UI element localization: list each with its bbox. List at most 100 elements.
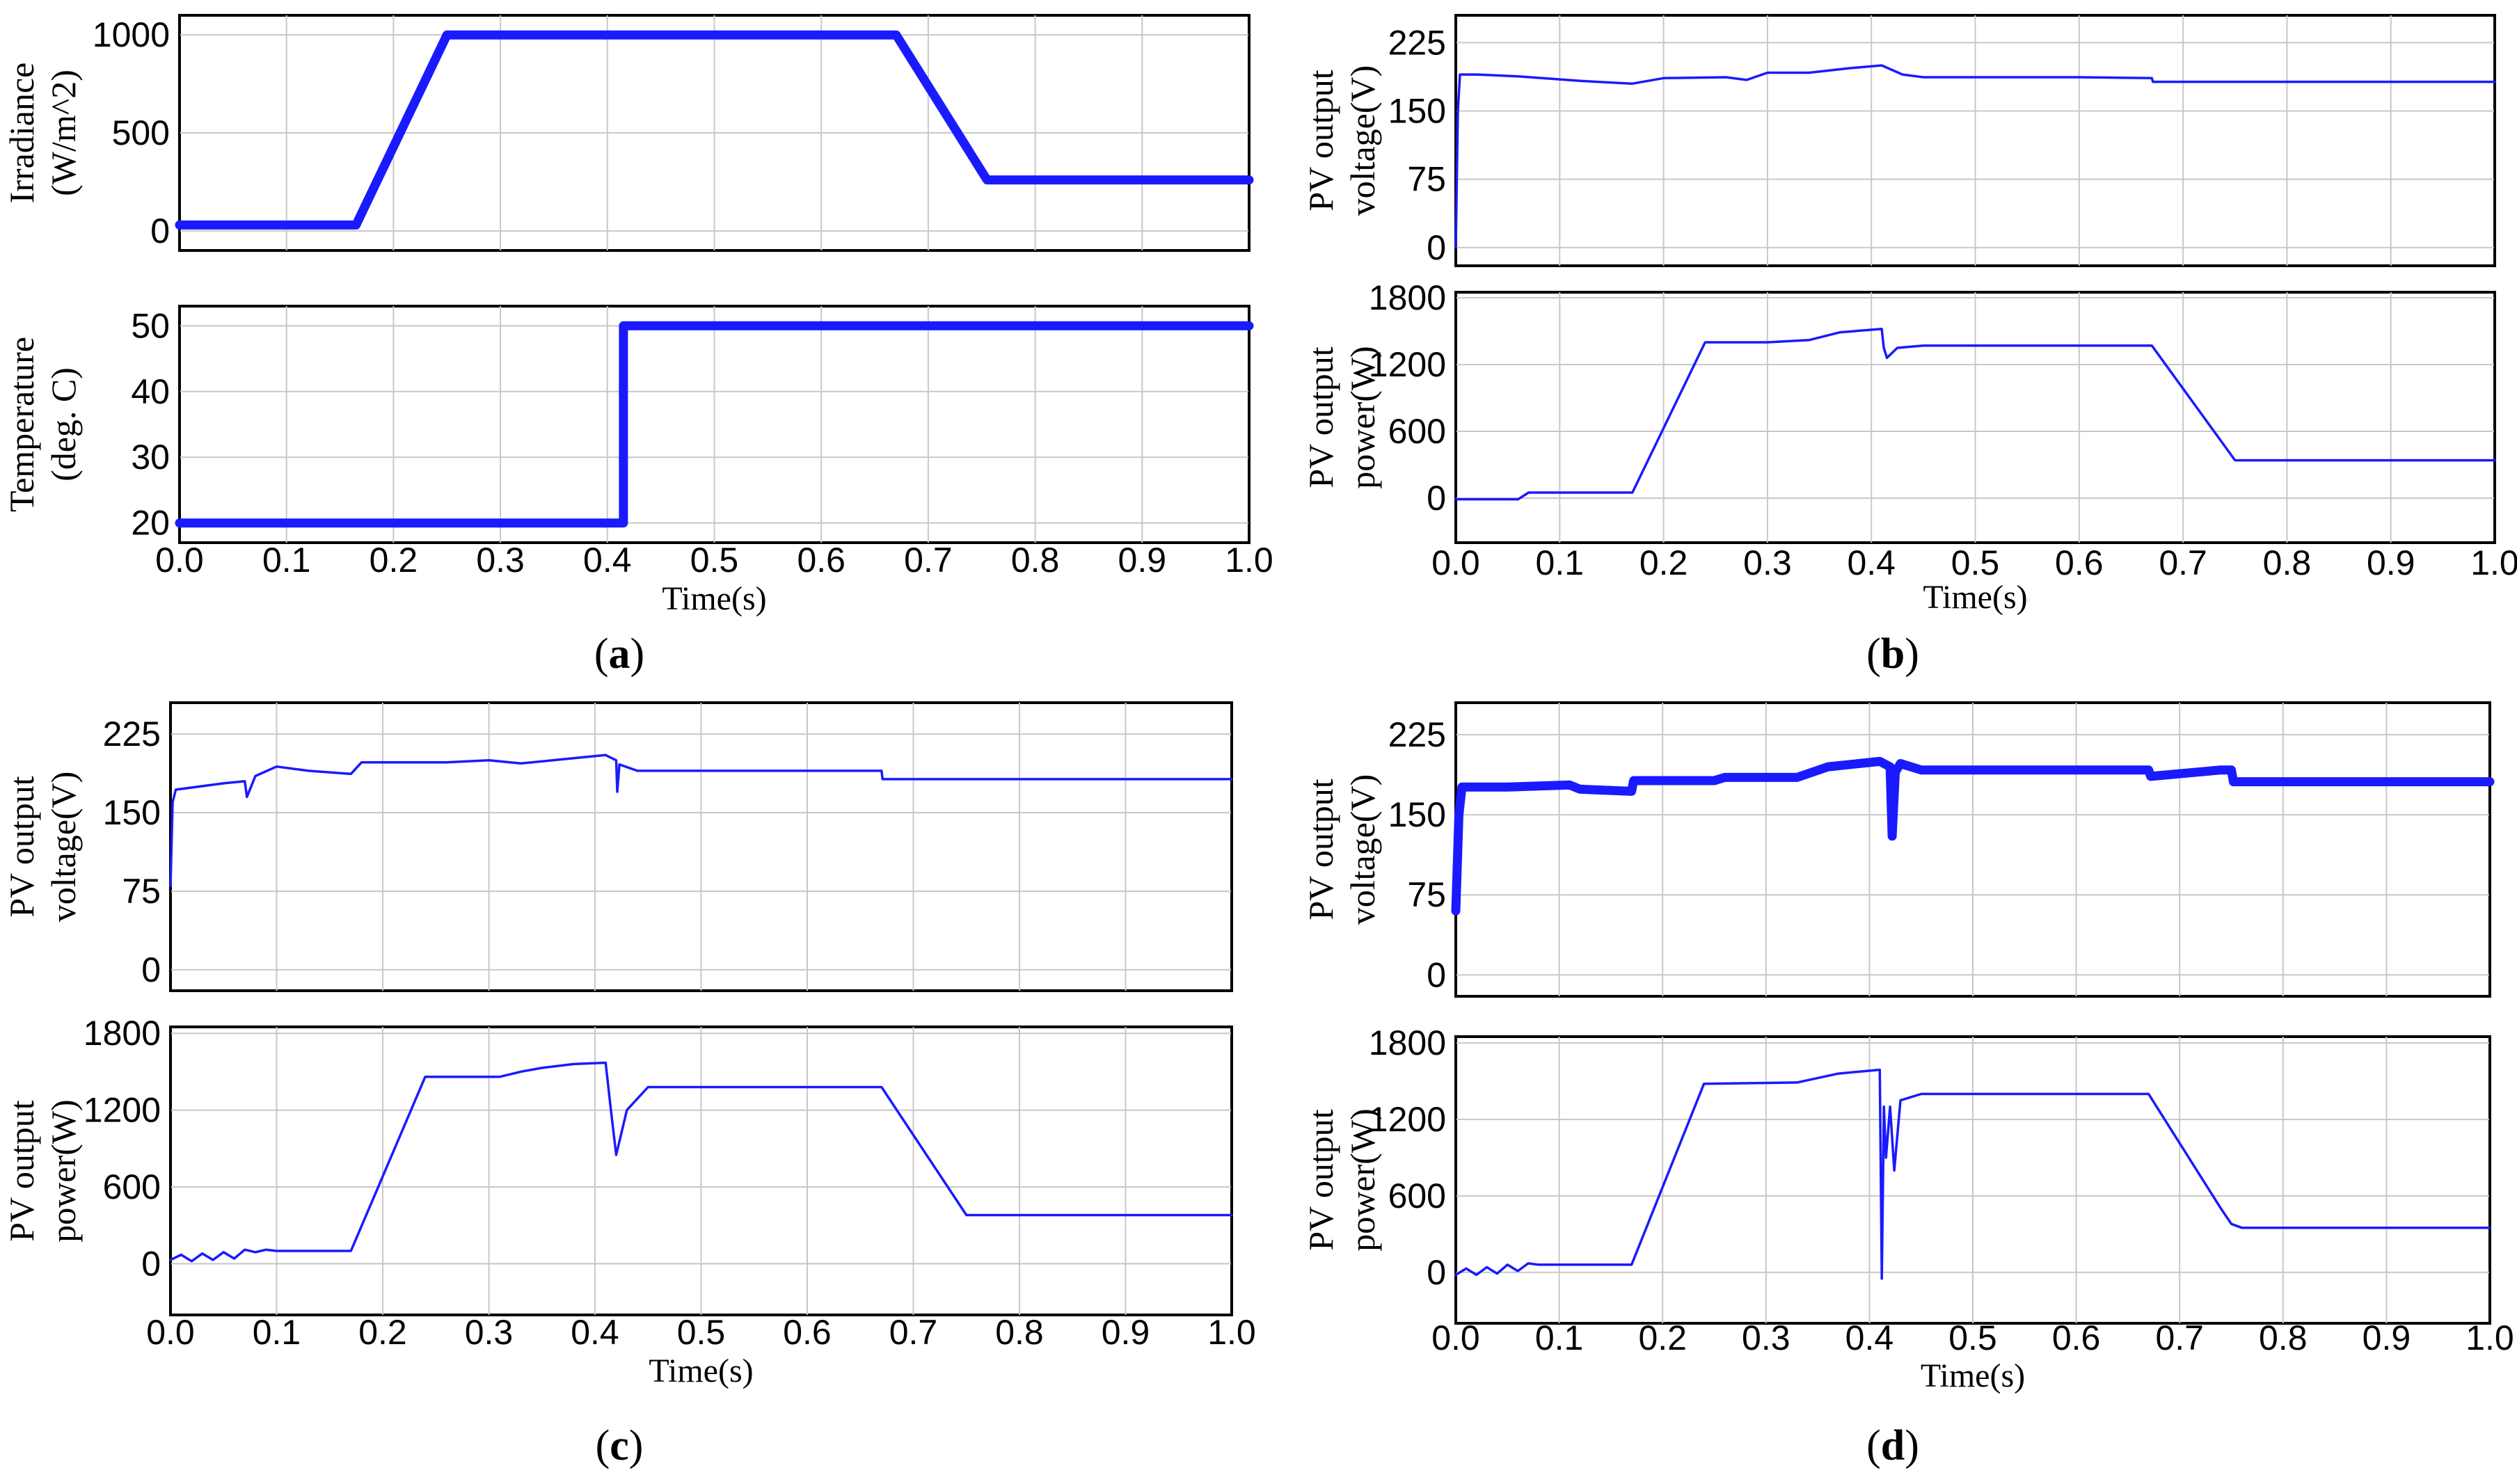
panel-c-subplot-1-ytick-label: 150 <box>103 793 161 832</box>
panel-b-xtick-label: 0.7 <box>2159 543 2207 582</box>
panel-d-subplot-1-ylabel: PV output <box>1301 779 1340 920</box>
panel-b-subplot-1-ylabel: PV output <box>1301 70 1340 211</box>
caption-close-paren: ) <box>629 1422 644 1469</box>
panel-b-subplot-1-ytick-label: 75 <box>1407 160 1446 199</box>
panel-a-subplot-2-ytick-label: 20 <box>131 504 170 543</box>
panel-b-subplot-2-ylabel: PV output <box>1301 346 1340 488</box>
panel-b-xtick-label: 0.1 <box>1536 543 1585 582</box>
caption-open-paren: ( <box>596 1422 610 1469</box>
panel-d-xtick-label: 0.9 <box>2363 1318 2411 1357</box>
panel-a-xtick-label: 0.1 <box>262 541 311 580</box>
panel-a-subplot-2-ylabel: (deg. C) <box>44 367 83 481</box>
panel-d-xtick-label: 0.3 <box>1742 1318 1791 1357</box>
panel-c-xtick-label: 0.5 <box>677 1313 726 1352</box>
caption-letter: d <box>1881 1422 1905 1469</box>
panel-d-subplot-1-ytick-label: 225 <box>1388 715 1446 754</box>
panel-b-xtick-label: 0.5 <box>1951 543 2000 582</box>
panel-b-xtick-label: 1.0 <box>2470 543 2517 582</box>
panel-c-subplot-2-series-line <box>169 1061 1233 1263</box>
panel-b-subplot-2-ytick-label: 600 <box>1388 412 1446 451</box>
panel-b-xtick-label: 0.9 <box>2367 543 2415 582</box>
panel-c-xtick-label: 0.7 <box>889 1313 938 1352</box>
panel-a-xtick-label: 0.9 <box>1118 541 1167 580</box>
panel-a-caption: (a) <box>594 630 644 678</box>
panel-d-xtick-label: 0.6 <box>2052 1318 2101 1357</box>
panel-a-subplot-2-ylabel: Temperature <box>2 337 41 512</box>
panel-a-subplot-2-ytick-label: 50 <box>131 306 170 345</box>
panel-c-xtick-label: 0.4 <box>571 1313 619 1352</box>
panel-d-subplot-1-ytick-label: 0 <box>1427 955 1446 994</box>
panel-c-xtick-label: 0.3 <box>465 1313 514 1352</box>
panel-a-xtick-label: 0.5 <box>690 541 739 580</box>
caption-close-paren: ) <box>1905 1422 1919 1469</box>
panel-c-xtick-label: 0.6 <box>783 1313 832 1352</box>
panel-c-xtick-label: 0.2 <box>358 1313 407 1352</box>
panel-c-subplot-2-ytick-label: 600 <box>103 1167 161 1206</box>
panel-c-xtick-label: 0.9 <box>1102 1313 1150 1352</box>
panel-d-subplot-1-series-line <box>1451 756 2495 916</box>
panel-c-xtick-label: 1.0 <box>1207 1313 1256 1352</box>
panel-c-subplot-2-ytick-label: 0 <box>141 1244 161 1283</box>
panel-b-xtick-label: 0.3 <box>1743 543 1792 582</box>
caption-open-paren: ( <box>1866 630 1881 678</box>
panel-c-subplot-1-ylabel: PV output <box>2 776 41 917</box>
panel-b-caption: (b) <box>1866 630 1919 678</box>
panel-c-subplot-2-ytick-label: 1200 <box>84 1091 161 1130</box>
panel-d-xtick-label: 1.0 <box>2466 1318 2514 1357</box>
panel-a-xtick-label: 0.8 <box>1011 541 1060 580</box>
panel-d-caption: (d) <box>1866 1422 1919 1469</box>
panel-a-xtick-label: 0.0 <box>155 541 204 580</box>
panel-d-xtick-label: 0.4 <box>1845 1318 1894 1357</box>
panel-d-xlabel: Time(s) <box>1921 1357 2025 1394</box>
caption-open-paren: ( <box>1866 1422 1881 1469</box>
panel-a-subplot-1-series-line <box>175 30 1254 230</box>
panel-a-xtick-label: 1.0 <box>1225 541 1273 580</box>
panel-c-xtick-label: 0.1 <box>253 1313 301 1352</box>
panel-a-xlabel: Time(s) <box>662 580 766 617</box>
panel-c-subplot-1-series-line <box>169 753 1233 888</box>
panel-a-xtick-label: 0.7 <box>904 541 953 580</box>
panel-d-xtick-label: 0.5 <box>1948 1318 1997 1357</box>
panel-b-subplot-1-ytick-label: 225 <box>1388 23 1446 62</box>
panel-a-xtick-label: 0.3 <box>476 541 525 580</box>
panel-a-subplot-2-series-line <box>175 321 1254 528</box>
panel-b-subplot-2-ylabel: power(W) <box>1343 346 1382 488</box>
panel-c-xtick-label: 0.8 <box>995 1313 1044 1352</box>
panel-d-xtick-label: 0.2 <box>1638 1318 1687 1357</box>
panel-c-caption: (c) <box>596 1422 644 1469</box>
panel-c-subplot-1-ytick-label: 75 <box>122 872 161 911</box>
panel-b-subplot-2-ytick-label: 1800 <box>1369 278 1446 317</box>
panel-b-subplot-2-series-line <box>1454 328 2496 501</box>
caption-open-paren: ( <box>594 630 609 678</box>
panel-b-subplot-1-ytick-label: 150 <box>1388 91 1446 130</box>
panel-a-subplot-1-ylabel: Irradiance <box>2 63 41 204</box>
panel-a-subplot-1-ytick-label: 500 <box>112 113 170 152</box>
panel-b-subplot-2-ytick-label: 0 <box>1427 479 1446 518</box>
caption-letter: a <box>609 630 630 678</box>
panel-b-subplot-1-ylabel: voltage(V) <box>1343 65 1382 216</box>
caption-close-paren: ) <box>1905 630 1919 678</box>
panel-b-subplot-2-ytick-label: 1200 <box>1369 345 1446 384</box>
panel-b-xtick-label: 0.6 <box>2055 543 2104 582</box>
caption-close-paren: ) <box>630 630 645 678</box>
panel-c-subplot-1-ytick-label: 225 <box>103 715 161 753</box>
panel-c-subplot-1-ytick-label: 0 <box>141 950 161 989</box>
panel-d-subplot-2-ytick-label: 1800 <box>1369 1023 1446 1062</box>
panel-d-xtick-label: 0.7 <box>2155 1318 2204 1357</box>
panel-a-xtick-label: 0.2 <box>370 541 418 580</box>
panel-a-subplot-1-ylabel: (W/m^2) <box>44 70 83 196</box>
panel-c-subplot-1-ylabel: voltage(V) <box>44 772 83 923</box>
panel-a-xtick-label: 0.4 <box>583 541 632 580</box>
panel-d-subplot-2-ylabel: power(W) <box>1343 1108 1382 1251</box>
panel-d-subplot-2-ylabel: PV output <box>1301 1109 1340 1250</box>
panel-b-subplot-1-ytick-label: 0 <box>1427 228 1446 267</box>
panel-a-subplot-1-ytick-label: 0 <box>150 212 170 250</box>
panel-b-xtick-label: 0.8 <box>2263 543 2312 582</box>
panel-d-subplot-1-ytick-label: 75 <box>1407 875 1446 914</box>
caption-letter: c <box>610 1422 629 1469</box>
panel-d-subplot-2-series-line <box>1454 1068 2491 1280</box>
panel-d-subplot-2-ytick-label: 0 <box>1427 1253 1446 1292</box>
panel-c-xlabel: Time(s) <box>649 1353 753 1389</box>
panel-c-xtick-label: 0.0 <box>146 1313 195 1352</box>
